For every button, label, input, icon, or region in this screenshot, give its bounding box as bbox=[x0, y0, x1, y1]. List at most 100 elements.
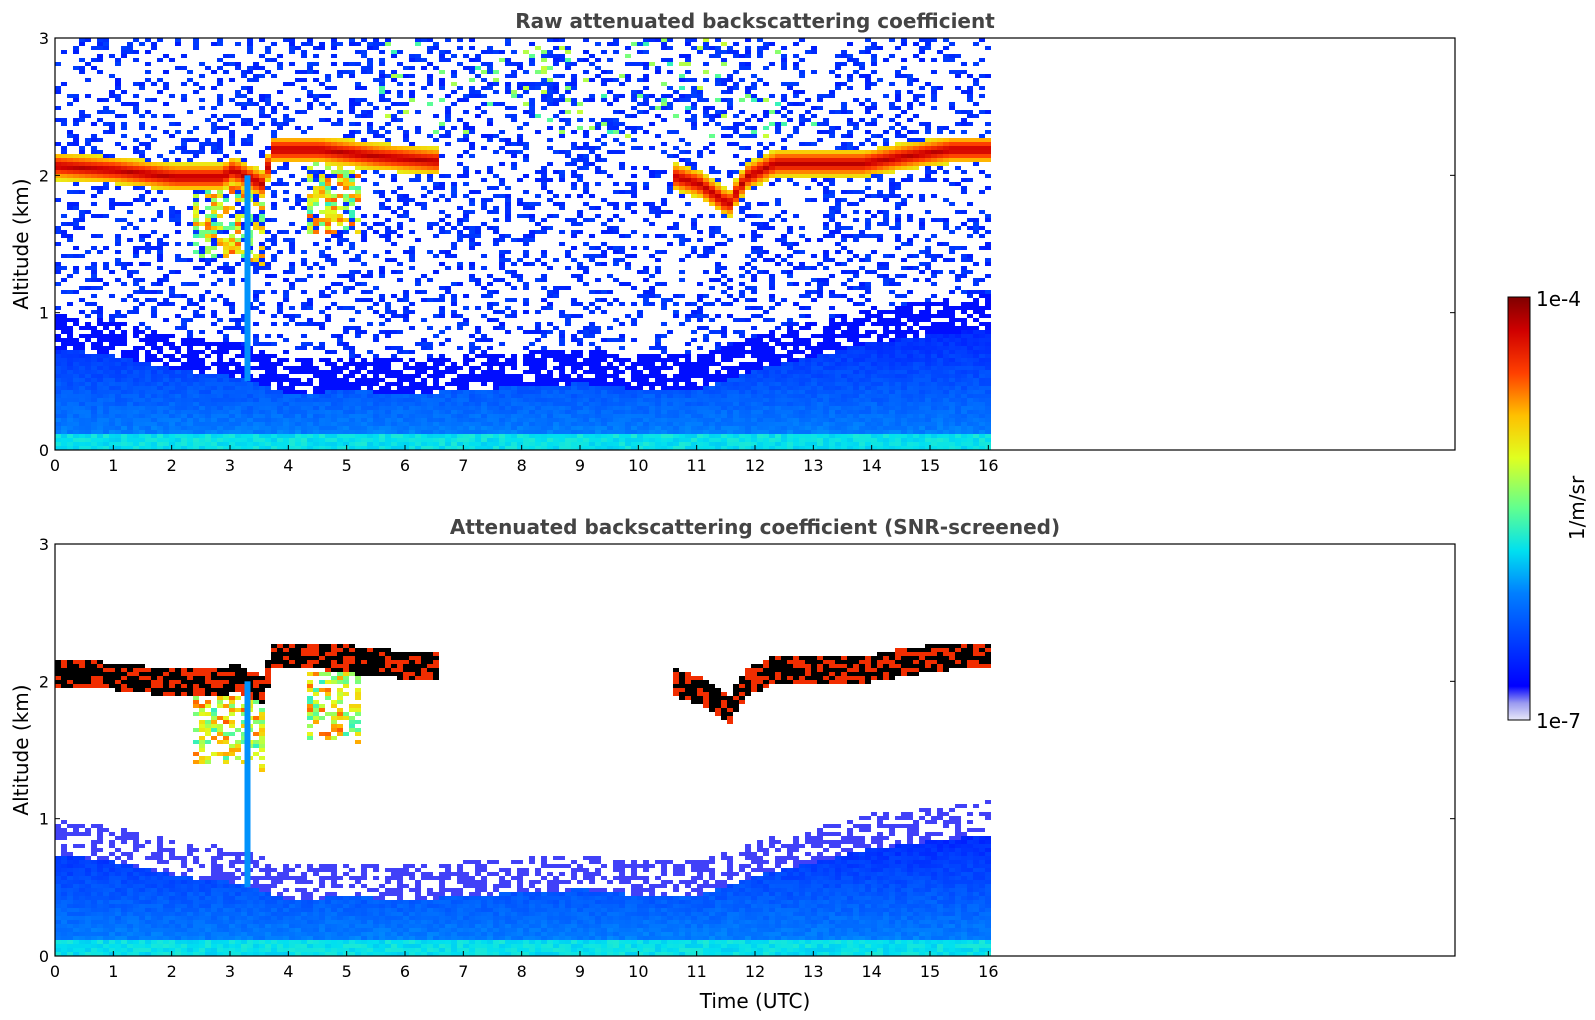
heatmap-cell bbox=[127, 366, 133, 370]
heatmap-cell bbox=[187, 362, 193, 366]
heatmap-cell bbox=[379, 410, 385, 414]
heatmap-cell bbox=[331, 350, 337, 354]
heatmap-cell bbox=[73, 374, 79, 378]
heatmap-cell bbox=[511, 74, 517, 78]
heatmap-cell bbox=[79, 58, 85, 62]
heatmap-cell bbox=[217, 442, 223, 446]
heatmap-cell bbox=[283, 182, 289, 186]
heatmap-cell bbox=[565, 154, 571, 158]
heatmap-cell bbox=[589, 146, 595, 150]
heatmap-cell bbox=[199, 86, 205, 90]
heatmap-cell bbox=[505, 194, 511, 198]
heatmap-cell bbox=[91, 446, 97, 450]
heatmap-cell bbox=[613, 406, 619, 410]
heatmap-cell bbox=[361, 358, 367, 362]
heatmap-cell bbox=[319, 266, 325, 270]
heatmap-cell bbox=[259, 382, 265, 386]
heatmap-cell bbox=[319, 194, 325, 198]
heatmap-cell bbox=[535, 410, 541, 414]
heatmap-cell bbox=[67, 318, 73, 322]
heatmap-cell bbox=[241, 354, 247, 358]
heatmap-cell bbox=[301, 154, 307, 158]
heatmap-cell bbox=[367, 162, 373, 166]
heatmap-cell bbox=[283, 118, 289, 122]
heatmap-cell bbox=[283, 298, 289, 302]
heatmap-cell bbox=[61, 394, 67, 398]
heatmap-cell bbox=[295, 202, 301, 206]
heatmap-cell bbox=[259, 250, 265, 254]
heatmap-cell bbox=[331, 394, 337, 398]
heatmap-cell bbox=[427, 190, 433, 194]
heatmap-cell bbox=[307, 214, 313, 218]
heatmap-cell bbox=[517, 418, 523, 422]
heatmap-cell bbox=[319, 386, 325, 390]
heatmap-cell bbox=[541, 398, 547, 402]
heatmap-cell bbox=[577, 158, 583, 162]
heatmap-cell bbox=[583, 422, 589, 426]
heatmap-cell bbox=[175, 346, 181, 350]
heatmap-cell bbox=[409, 66, 415, 70]
heatmap-cell bbox=[391, 410, 397, 414]
heatmap-cell bbox=[55, 362, 61, 366]
heatmap-cell bbox=[385, 302, 391, 306]
heatmap-cell bbox=[187, 434, 193, 438]
heatmap-cell bbox=[355, 446, 361, 450]
heatmap-cell bbox=[355, 122, 361, 126]
heatmap-cell bbox=[199, 266, 205, 270]
heatmap-cell bbox=[103, 110, 109, 114]
heatmap-cell bbox=[379, 358, 385, 362]
heatmap-cell bbox=[457, 62, 463, 66]
heatmap-cell bbox=[331, 402, 337, 406]
heatmap-cell bbox=[415, 170, 421, 174]
heatmap-cell bbox=[325, 166, 331, 170]
heatmap-cell bbox=[403, 154, 409, 158]
heatmap-cell bbox=[271, 426, 277, 430]
heatmap-cell bbox=[115, 366, 121, 370]
heatmap-cell bbox=[193, 242, 199, 246]
heatmap-cell bbox=[169, 374, 175, 378]
heatmap-cell bbox=[355, 406, 361, 410]
heatmap-cell bbox=[421, 386, 427, 390]
heatmap-cell bbox=[247, 138, 253, 142]
heatmap-cell bbox=[397, 390, 403, 394]
heatmap-cell bbox=[85, 62, 91, 66]
heatmap-cell bbox=[199, 378, 205, 382]
heatmap-cell bbox=[439, 330, 445, 334]
heatmap-cell bbox=[67, 158, 73, 162]
heatmap-cell bbox=[541, 362, 547, 366]
heatmap-cell bbox=[427, 46, 433, 50]
heatmap-cell bbox=[199, 394, 205, 398]
heatmap-cell bbox=[331, 422, 337, 426]
heatmap-cell bbox=[601, 290, 607, 294]
heatmap-cell bbox=[433, 158, 439, 162]
heatmap-cell bbox=[619, 246, 625, 250]
heatmap-cell bbox=[487, 370, 493, 374]
heatmap-cell bbox=[613, 94, 619, 98]
heatmap-cell bbox=[103, 426, 109, 430]
heatmap-cell bbox=[193, 202, 199, 206]
heatmap-cell bbox=[289, 118, 295, 122]
heatmap-cell bbox=[301, 226, 307, 230]
heatmap-cell bbox=[307, 342, 313, 346]
heatmap-cell bbox=[163, 82, 169, 86]
heatmap-cell bbox=[493, 398, 499, 402]
heatmap-cell bbox=[409, 158, 415, 162]
heatmap-cell bbox=[493, 370, 499, 374]
heatmap-cell bbox=[589, 442, 595, 446]
heatmap-cell bbox=[607, 382, 613, 386]
heatmap-cell bbox=[631, 442, 637, 446]
heatmap-cell bbox=[223, 226, 229, 230]
heatmap-cell bbox=[55, 414, 61, 418]
heatmap-cell bbox=[337, 358, 343, 362]
heatmap-cell bbox=[211, 446, 217, 450]
heatmap-cell bbox=[433, 46, 439, 50]
heatmap-cell bbox=[91, 66, 97, 70]
heatmap-cell bbox=[217, 446, 223, 450]
heatmap-cell bbox=[421, 166, 427, 170]
heatmap-cell bbox=[91, 354, 97, 358]
heatmap-cell bbox=[571, 338, 577, 342]
heatmap-cell bbox=[187, 386, 193, 390]
heatmap-cell bbox=[397, 378, 403, 382]
heatmap-cell bbox=[229, 226, 235, 230]
heatmap-cell bbox=[379, 142, 385, 146]
